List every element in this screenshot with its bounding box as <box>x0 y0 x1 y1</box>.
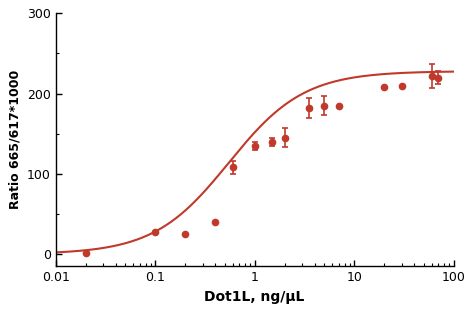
Y-axis label: Ratio 665/617*1000: Ratio 665/617*1000 <box>9 70 21 209</box>
X-axis label: Dot1L, ng/μL: Dot1L, ng/μL <box>204 290 305 304</box>
